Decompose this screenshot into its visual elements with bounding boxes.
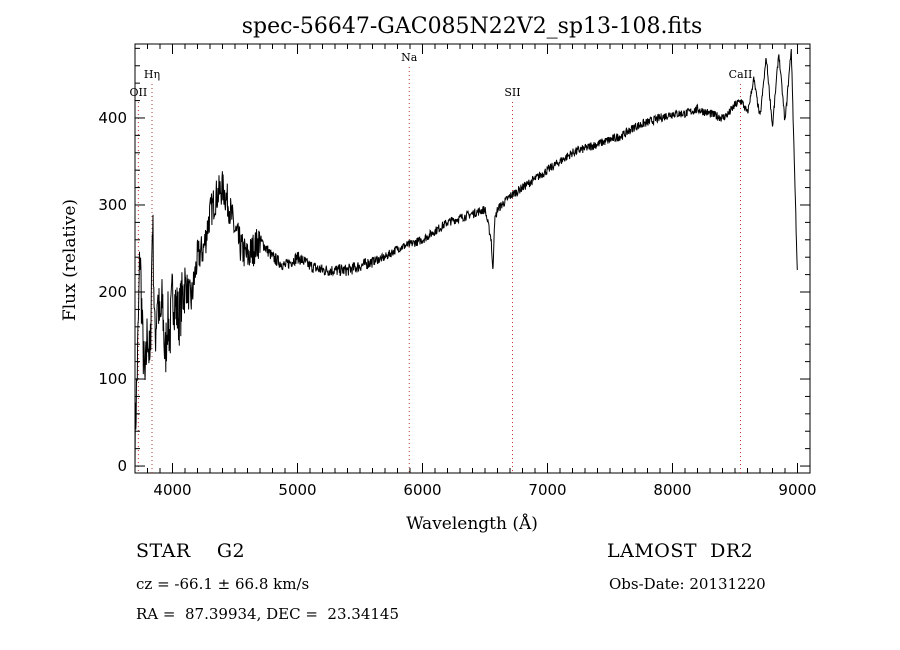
x-tick-label: 5000 [278,481,316,499]
x-tick-label: 7000 [528,481,566,499]
y-tick-label: 300 [98,196,127,214]
spectral-line-label: Na [401,51,418,64]
spectral-line-label: SII [504,86,520,99]
chart-title: spec-56647-GAC085N22V2_sp13-108.fits [242,14,703,39]
plot-frame [134,43,811,474]
x-tick-label: 9000 [778,481,816,499]
spectral-line-label: OII [130,86,148,99]
x-tick-label: 6000 [403,481,441,499]
redshift-readout: cz = -66.1 ± 66.8 km/s [136,575,310,593]
coordinates-readout: RA = 87.39934, DEC = 23.34145 [136,605,400,623]
spectral-line-label: Hη [144,68,160,81]
x-tick-label: 8000 [653,481,691,499]
plot-area: OII Hη Na SII CaII 4000 5000 6000 7000 8000 9000 0 1… [98,43,817,499]
y-tick-label: 200 [98,283,127,301]
y-tick-label: 100 [98,370,127,388]
x-axis-label: Wavelength (Å) [406,513,538,534]
y-tick-label: 0 [117,457,127,475]
spectrum-chart: spec-56647-GAC085N22V2_sp13-108.fits OII… [60,14,817,534]
object-class: STAR G2 [136,540,246,562]
survey-name: LAMOST DR2 [607,540,754,562]
spectral-line-label: CaII [729,68,753,81]
y-tick-label: 400 [98,109,127,127]
x-tick-label: 4000 [153,481,191,499]
obs-date: Obs-Date: 20131220 [609,575,766,593]
spectrum-line [134,48,798,471]
y-axis-label: Flux (relative) [60,199,80,321]
